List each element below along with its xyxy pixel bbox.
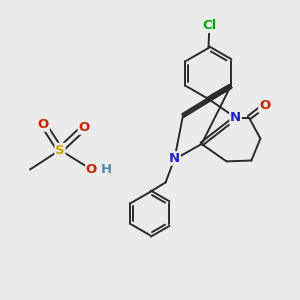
Text: O: O — [38, 118, 49, 131]
Text: O: O — [259, 99, 270, 112]
Text: N: N — [230, 111, 241, 124]
Text: S: S — [55, 143, 65, 157]
Text: H: H — [101, 163, 112, 176]
Text: N: N — [169, 152, 180, 165]
Text: Cl: Cl — [202, 19, 216, 32]
Text: O: O — [78, 121, 90, 134]
Text: O: O — [86, 163, 97, 176]
